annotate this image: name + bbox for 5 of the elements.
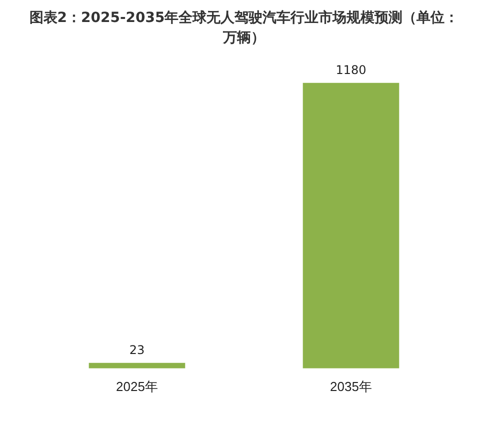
x-tick-label: 2035年	[330, 378, 372, 394]
data-label: 1180	[336, 62, 366, 77]
data-label: 23	[129, 342, 145, 357]
chart-title: 图表2：2025-2035年全球无人驾驶汽车行业市场规模预测（单位：万辆）	[28, 8, 460, 48]
x-tick-label: 2025年	[116, 378, 158, 394]
